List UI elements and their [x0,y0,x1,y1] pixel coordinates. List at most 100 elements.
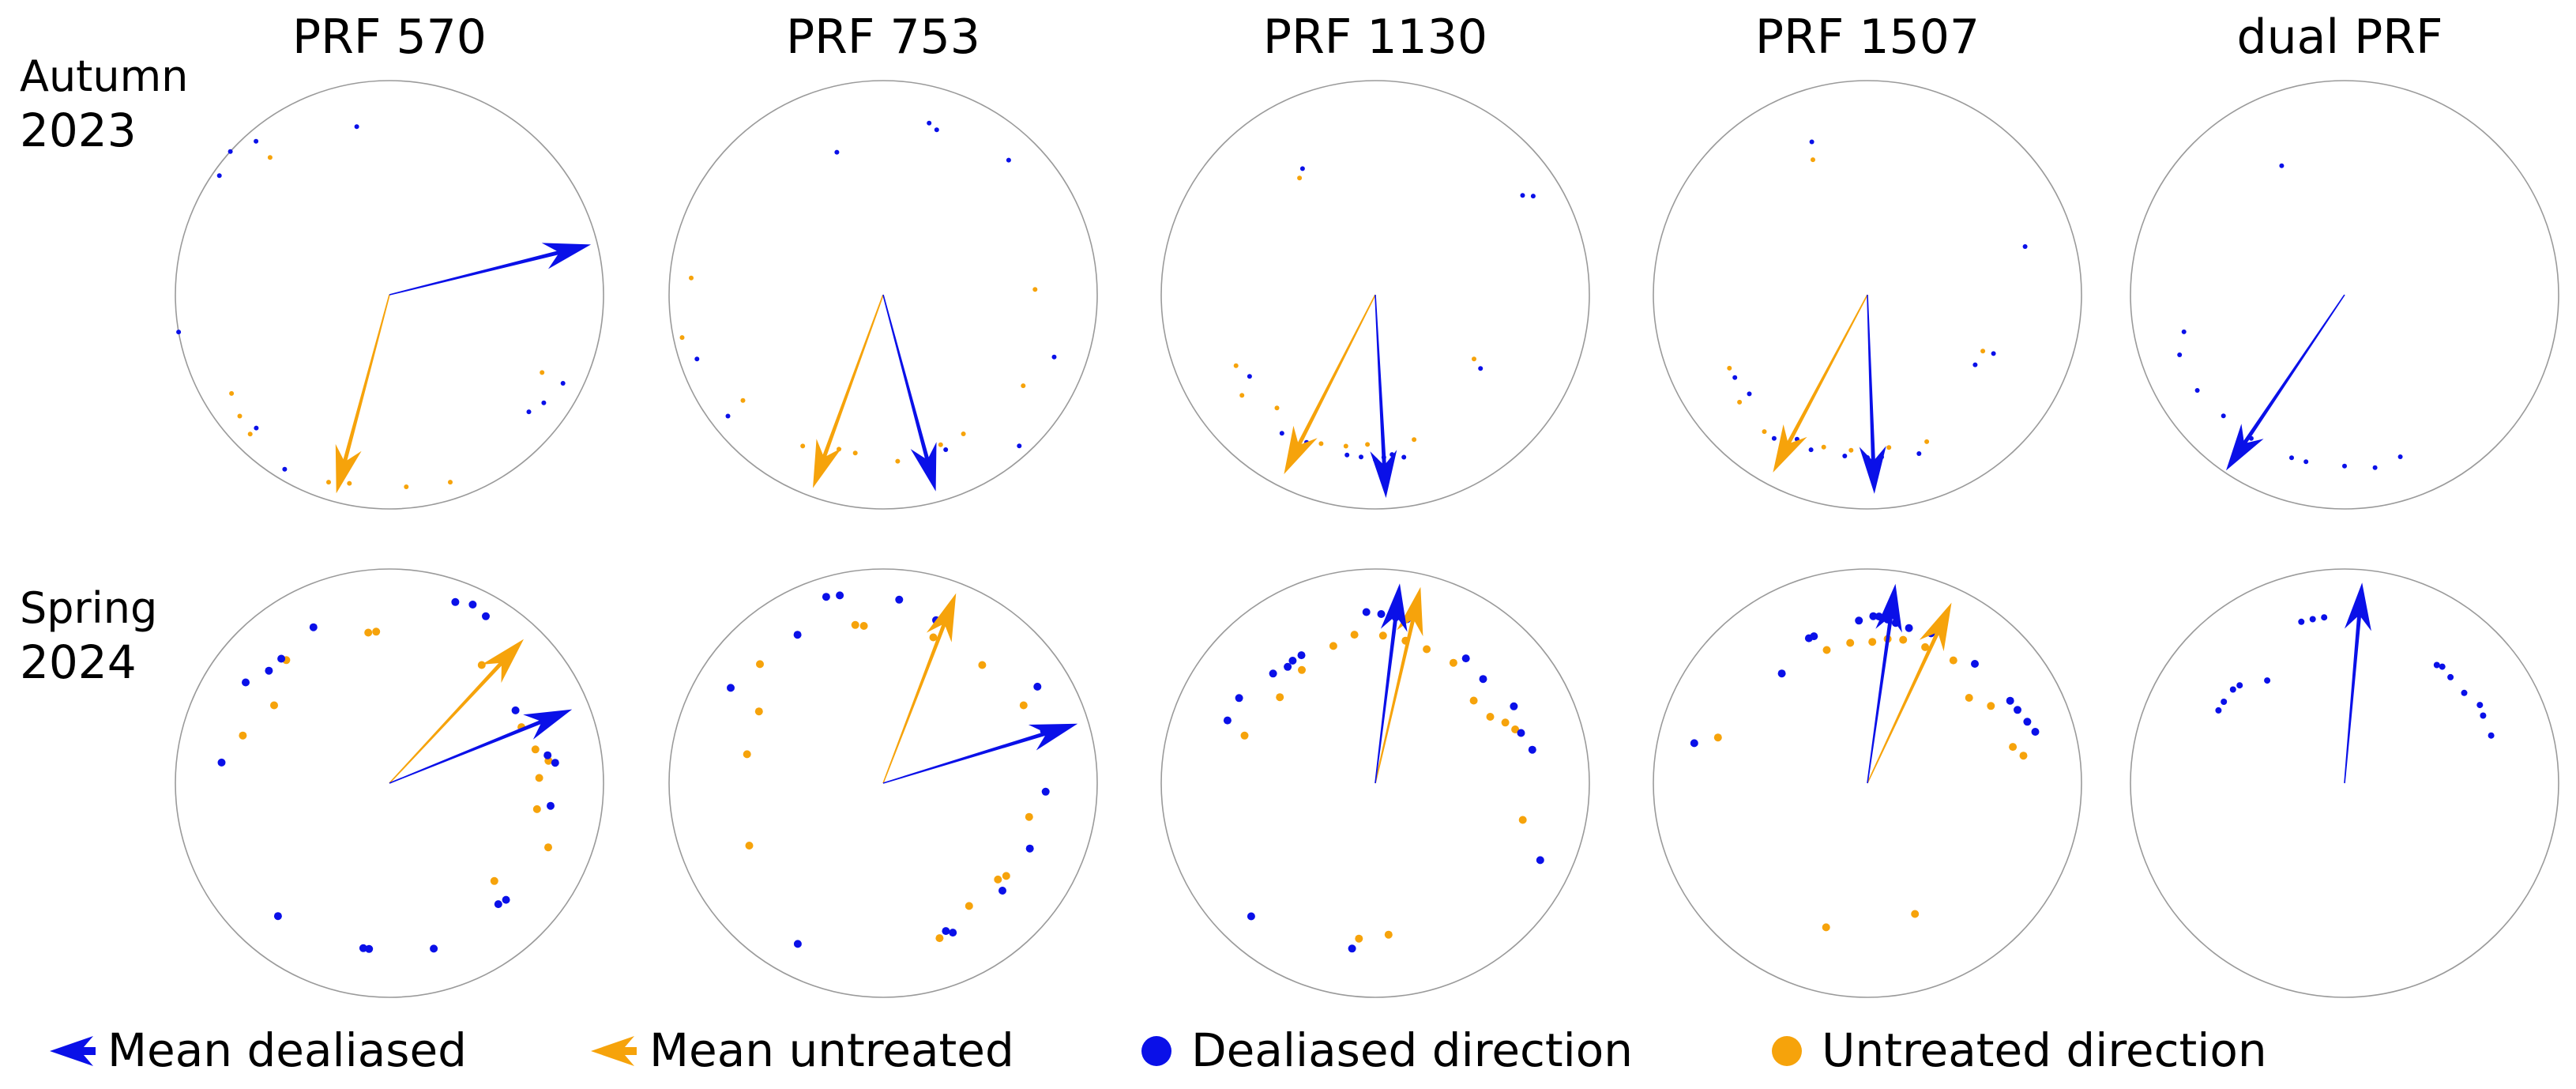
row-label-autumn: Autumn [20,51,188,101]
panel-autumn-prf1507 [1653,80,2082,510]
untreated-point [1511,725,1520,733]
dealiased-point [1269,669,1277,678]
dealiased-point [1247,912,1255,921]
dealiased-point [1905,624,1913,632]
untreated-point [1886,445,1892,450]
dealiased-point [2461,689,2468,696]
col-title-dual-prf: dual PRF [2236,9,2442,65]
dealiased-point [822,593,830,601]
dealiased-point [494,900,502,909]
row-label-2024: 2024 [20,635,137,689]
untreated-point [270,701,278,710]
dealiased-point [282,466,288,472]
dealiased-point [1461,654,1470,663]
untreated-point [740,398,746,403]
dealiased-point [793,631,802,639]
untreated-point [1486,713,1495,721]
untreated-point [1501,718,1510,727]
untreated-point [364,628,373,637]
untreated-point [1848,447,1854,453]
untreated-point [1025,812,1033,821]
dealiased-point [526,409,532,415]
dealiased-point [1284,662,1292,671]
polar-frame-autumn-dual-prf [2130,80,2559,510]
dealiased-point [2236,682,2243,689]
untreated-point [935,934,944,943]
dealiased-point [1528,745,1536,754]
untreated-point [1239,393,1245,398]
dealiased-point [2289,455,2294,461]
untreated-point [1737,399,1743,405]
untreated-point [535,774,543,782]
untreated-point [1233,363,1239,368]
panel-spring-prf1130 [1160,568,1590,998]
untreated-point [994,875,1002,884]
untreated-point [1274,405,1280,411]
dealiased-point [834,149,840,155]
mean-untreated-arrow [1867,602,1952,784]
row-label-2023: 2023 [20,104,137,157]
untreated-point [1298,665,1306,674]
dealiased-point [2215,707,2222,714]
panel-autumn-prf1130 [1160,80,1590,510]
untreated-point [929,633,938,642]
dealiased-point [2177,352,2183,357]
untreated-point [326,480,331,485]
untreated-point [1811,157,1815,163]
untreated-point [965,902,973,910]
polar-frame-autumn-prf1130 [1160,80,1590,510]
legend: Mean dealiased Mean untreated Dealiased … [50,1023,2267,1077]
untreated-point [1965,694,1973,702]
mean-dealiased-arrow [1859,295,1886,494]
dealiased-point [2181,329,2187,334]
untreated-point [490,876,498,885]
mean-untreated-arrow [1284,294,1376,474]
dealiased-point [2303,459,2309,465]
untreated-point [1469,696,1478,705]
dealiased-point [949,929,957,937]
mean-dealiased-arrow [389,243,592,296]
untreated-point [756,660,764,669]
untreated-point [448,480,453,485]
untreated-point [532,805,541,813]
dealiased-point [242,678,250,687]
legend-arrow-dealiased [50,1036,96,1066]
dealiased-point [1297,651,1306,660]
dealiased-point [1025,844,1034,853]
untreated-point [1846,639,1855,647]
dealiased-point [511,706,520,714]
dealiased-point [1971,660,1979,668]
dealiased-point [1869,612,1878,620]
untreated-point [1355,934,1363,943]
dealiased-point [547,801,555,810]
dealiased-point [2342,463,2347,469]
dealiased-point [2309,616,2316,623]
dealiased-point [1223,716,1232,725]
mean-dealiased-arrow [2344,582,2371,784]
untreated-point [1980,349,1986,354]
panel-autumn-dual-prf [2130,80,2559,510]
dealiased-point [1972,362,1978,367]
untreated-point [1822,923,1830,932]
dealiased-point [1344,452,1350,458]
untreated-point [1472,356,1476,362]
dealiased-point [1299,166,1305,171]
untreated-point [477,661,486,669]
panel-autumn-prf570 [175,80,604,510]
dealiased-point [1235,694,1243,703]
untreated-point [1002,872,1010,880]
untreated-point [404,484,409,489]
dealiased-point [2279,163,2285,168]
dealiased-point [1377,610,1386,618]
dealiased-point [1842,454,1848,458]
mean-untreated-arrow [389,639,524,784]
mean-untreated-arrow [1773,294,1868,473]
polar-frame-autumn-prf570 [175,80,604,510]
untreated-point [239,731,247,740]
untreated-point [1911,910,1920,918]
untreated-point [745,842,754,850]
dealiased-point [560,381,566,386]
panels-layer [175,80,2559,998]
dealiased-point [1809,139,1814,145]
untreated-point [1868,638,1877,646]
